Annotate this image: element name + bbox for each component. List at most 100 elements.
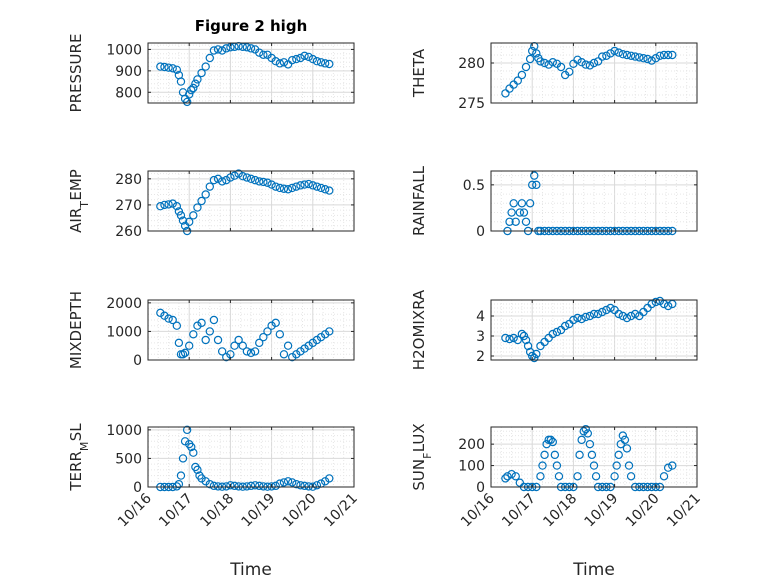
data-point-pressure xyxy=(255,48,264,57)
data-point-theta xyxy=(651,54,661,63)
data-point-terrmsl xyxy=(172,482,182,491)
y-tick-label: 1000 xyxy=(106,42,142,58)
y-tick-label: 0 xyxy=(133,353,142,369)
y-axis-label-pressure: PRESSURE xyxy=(67,34,85,113)
x-tick-label: 10/20 xyxy=(280,491,320,531)
x-tick-label: 10/18 xyxy=(540,491,580,531)
data-point-pressure xyxy=(300,51,309,61)
data-point-pressure xyxy=(193,75,202,84)
y-tick-label: 0 xyxy=(476,224,485,240)
y-tick-label: 260 xyxy=(115,224,142,240)
data-point-airtemp xyxy=(308,181,317,190)
y-tick-label: 0 xyxy=(133,480,142,496)
data-point-pressure xyxy=(176,77,186,86)
data-point-terrmsl xyxy=(205,479,214,489)
data-point-airtemp xyxy=(184,217,194,227)
data-point-rainfall xyxy=(511,217,520,226)
data-point-terrmsl xyxy=(325,474,334,483)
data-point-h2omixra xyxy=(618,311,628,321)
y-axis-label-airtemp: AIRT EMP xyxy=(67,169,91,233)
axes-box xyxy=(147,42,355,104)
data-point-rainfall xyxy=(528,180,537,190)
data-point-theta xyxy=(626,51,636,61)
data-point-sunflux xyxy=(577,435,586,445)
data-point-terrmsl xyxy=(226,481,235,490)
data-point-mixdepth xyxy=(250,347,260,356)
data-point-airtemp xyxy=(156,202,165,211)
data-point-terrmsl xyxy=(259,482,268,491)
data-point-theta xyxy=(581,60,590,69)
data-point-airtemp xyxy=(288,183,297,193)
y-tick-label: 800 xyxy=(115,85,142,101)
data-point-mixdepth xyxy=(263,327,272,336)
data-point-mixdepth xyxy=(234,335,243,345)
data-point-theta xyxy=(618,50,628,59)
data-point-theta xyxy=(525,54,535,64)
data-point-theta xyxy=(598,52,607,61)
data-point-terrmsl xyxy=(312,481,322,490)
data-point-pressure xyxy=(213,45,223,54)
data-point-h2omixra xyxy=(614,309,623,319)
data-point-mixdepth xyxy=(283,341,293,350)
data-point-airtemp xyxy=(246,174,256,184)
data-point-h2omixra xyxy=(569,315,578,325)
data-point-terrmsl xyxy=(246,481,256,491)
data-point-terrmsl xyxy=(189,448,198,457)
data-point-pressure xyxy=(197,68,206,78)
axes-box xyxy=(490,42,698,104)
data-point-pressure xyxy=(209,46,219,55)
data-point-h2omixra xyxy=(585,311,595,321)
data-point-sunflux xyxy=(591,472,601,481)
data-point-mixdepth xyxy=(217,347,227,356)
data-point-mixdepth xyxy=(230,341,239,350)
data-point-airtemp xyxy=(189,211,198,220)
xlabel-left: Time xyxy=(229,560,272,580)
data-point-airtemp xyxy=(267,180,276,189)
data-point-sunflux xyxy=(585,439,595,449)
data-point-sunflux xyxy=(540,450,549,460)
data-point-h2omixra xyxy=(501,333,510,343)
data-point-sunflux xyxy=(583,429,593,438)
data-point-pressure xyxy=(201,62,210,71)
data-point-sunflux xyxy=(610,472,619,481)
data-point-terrmsl xyxy=(288,478,297,487)
y-tick-label: 2 xyxy=(476,349,485,365)
y-tick-label: 3 xyxy=(476,329,485,345)
data-point-mixdepth xyxy=(259,332,268,342)
data-point-airtemp xyxy=(193,203,202,212)
data-point-theta xyxy=(540,58,549,68)
y-axis-label-h2omixra: H2OMIXRA xyxy=(410,289,428,370)
figure-title: Figure 2 high xyxy=(195,17,308,35)
data-point-sunflux xyxy=(554,472,564,481)
data-point-theta xyxy=(501,89,510,98)
data-point-airtemp xyxy=(325,186,334,195)
data-point-terrmsl xyxy=(187,442,196,452)
data-point-airtemp xyxy=(250,175,260,185)
data-point-terrmsl xyxy=(271,481,280,491)
data-point-mixdepth xyxy=(213,335,223,345)
data-point-rainfall xyxy=(530,171,539,180)
data-point-terrmsl xyxy=(174,479,184,489)
axes-box xyxy=(147,170,355,232)
y-tick-label: 280 xyxy=(115,172,142,188)
data-point-h2omixra xyxy=(532,349,541,359)
data-point-mixdepth xyxy=(178,350,188,359)
data-point-theta xyxy=(573,55,582,65)
subplot-rainfall: 0 0.5 RAINFALL xyxy=(410,165,698,240)
data-point-airtemp xyxy=(279,184,289,193)
data-point-theta xyxy=(647,56,656,65)
x-tick-label: 10/21 xyxy=(664,491,704,531)
data-point-mixdepth xyxy=(164,314,173,323)
data-point-terrmsl xyxy=(182,425,192,435)
data-point-theta xyxy=(602,51,611,61)
data-point-h2omixra xyxy=(606,303,615,313)
y-tick-label: 900 xyxy=(115,64,142,80)
data-point-sunflux xyxy=(575,450,584,460)
data-point-terrmsl xyxy=(178,454,188,463)
axes-box xyxy=(490,299,698,361)
y-tick-label: 1000 xyxy=(106,324,142,340)
data-point-theta xyxy=(528,46,537,56)
data-point-theta xyxy=(589,58,599,68)
y-tick-label: 4 xyxy=(476,309,485,325)
data-point-sunflux xyxy=(612,461,621,470)
